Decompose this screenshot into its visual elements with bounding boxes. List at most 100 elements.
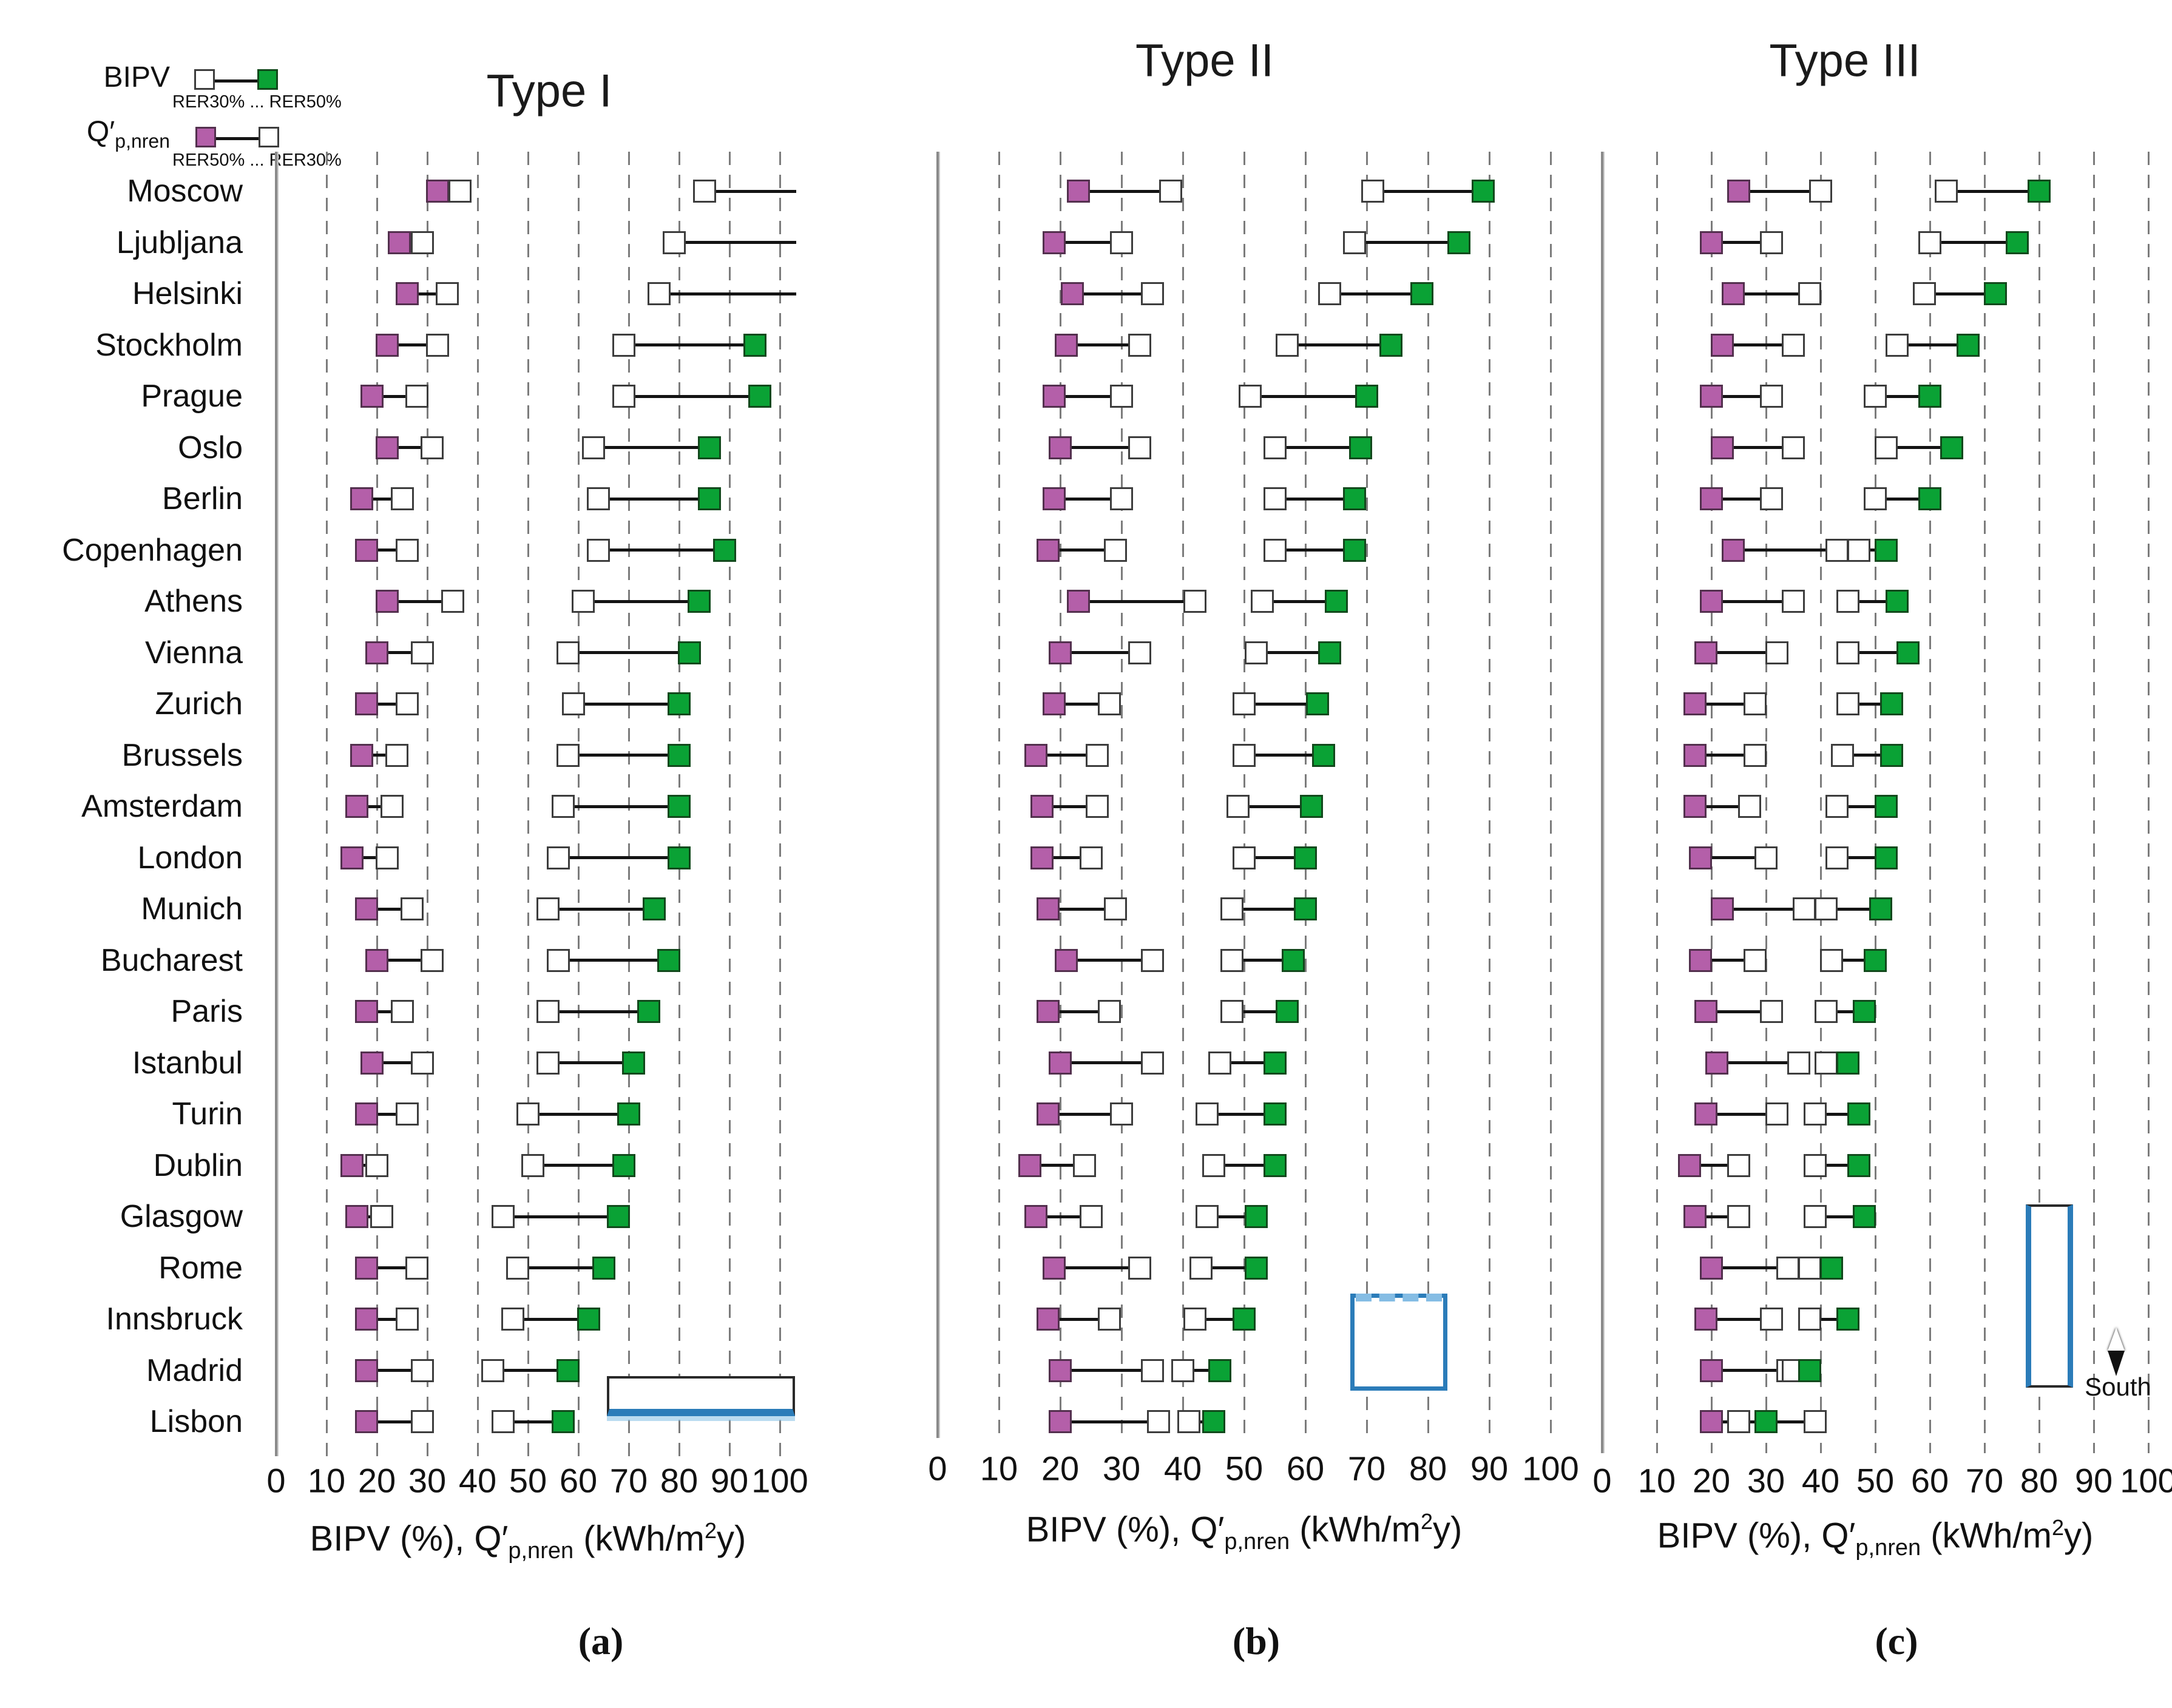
city-label: Glasgow — [120, 1199, 243, 1234]
marker-bipv-rer50 — [622, 1051, 646, 1075]
marker-qpnren-rer50 — [1711, 333, 1734, 357]
marker-qpnren-rer30 — [410, 231, 434, 254]
bipv-connector — [528, 1112, 629, 1116]
marker-bipv-rer30 — [1251, 590, 1274, 613]
qpnren-connector — [1060, 446, 1140, 449]
qpnren-connector — [351, 856, 387, 859]
x-tick-label: 20 — [1692, 1461, 1731, 1500]
qpnren-connector — [407, 292, 448, 295]
panel-title: Type I — [486, 65, 612, 117]
city-label: Prague — [141, 379, 243, 414]
marker-bipv-rer30 — [1815, 1000, 1838, 1023]
marker-qpnren-rer30 — [1727, 1153, 1750, 1177]
qpnren-connector — [387, 599, 453, 603]
marker-qpnren-rer50 — [1683, 692, 1707, 715]
marker-qpnren-rer50 — [1683, 743, 1707, 767]
panel-letter: (a) — [578, 1619, 624, 1662]
marker-bipv-rer50 — [748, 385, 771, 408]
marker-bipv-rer30 — [546, 846, 570, 869]
bipv-connector — [1826, 907, 1881, 911]
marker-bipv-rer50 — [552, 1410, 575, 1433]
bipv-connector — [513, 1317, 589, 1321]
qpnren-connector — [367, 549, 407, 552]
bipv-connector — [1810, 1317, 1848, 1321]
marker-qpnren-rer30 — [1110, 487, 1133, 510]
marker-bipv-rer30 — [1342, 231, 1366, 254]
legend-qpnren-rer50-marker — [195, 127, 216, 147]
bipv-connector — [1189, 1420, 1214, 1423]
marker-bipv-rer50 — [607, 1205, 631, 1228]
qpnren-connector — [367, 1317, 407, 1321]
marker-qpnren-rer30 — [410, 641, 434, 664]
building-icon-low-rise — [607, 1376, 795, 1416]
marker-bipv-rer30 — [581, 436, 605, 459]
x-tick-label: 0 — [928, 1449, 947, 1488]
marker-qpnren-rer50 — [1036, 897, 1060, 920]
marker-bipv-rer30 — [587, 487, 611, 510]
marker-qpnren-rer30 — [1809, 180, 1832, 203]
marker-bipv-rer50 — [1281, 948, 1305, 972]
marker-qpnren-rer50 — [355, 692, 379, 715]
bipv-connector — [598, 497, 709, 501]
marker-bipv-rer30 — [521, 1153, 545, 1177]
marker-bipv-rer50 — [1342, 538, 1366, 562]
marker-bipv-rer30 — [481, 1359, 504, 1382]
x-tick-label: 20 — [1041, 1449, 1080, 1488]
marker-bipv-rer50 — [1820, 1256, 1843, 1280]
marker-bipv-rer50 — [1263, 1051, 1287, 1075]
qpnren-connector — [1029, 1164, 1085, 1167]
bipv-connector — [583, 599, 700, 603]
x-tick-label: 100 — [2120, 1461, 2172, 1500]
marker-bipv-rer50 — [2006, 231, 2029, 254]
x-tick-label: 30 — [1747, 1461, 1785, 1500]
marker-bipv-rer50 — [1957, 333, 1980, 357]
x-tick-label: 50 — [1225, 1449, 1264, 1488]
marker-bipv-rer30 — [1177, 1410, 1201, 1433]
marker-qpnren-rer30 — [401, 897, 424, 920]
marker-bipv-rer50 — [1875, 795, 1898, 818]
bipv-connector — [1373, 189, 1483, 193]
city-label: Vienna — [145, 635, 243, 670]
city-label: Zurich — [155, 686, 243, 721]
marker-bipv-rer30 — [536, 1051, 560, 1075]
bipv-connector — [704, 189, 796, 193]
marker-bipv-rer50 — [1836, 1051, 1859, 1075]
bipv-connector — [623, 343, 755, 346]
marker-bipv-rer50 — [1233, 1308, 1256, 1331]
marker-qpnren-rer50 — [365, 948, 388, 972]
marker-qpnren-rer50 — [1689, 948, 1712, 972]
x-tick-label: 80 — [660, 1461, 699, 1500]
marker-qpnren-rer50 — [1694, 1000, 1717, 1023]
marker-qpnren-rer30 — [380, 795, 404, 818]
x-tick-label: 40 — [458, 1461, 497, 1500]
bipv-connector — [568, 754, 679, 757]
marker-qpnren-rer50 — [340, 1153, 364, 1177]
marker-bipv-rer50 — [592, 1256, 615, 1280]
marker-bipv-rer50 — [1306, 692, 1330, 715]
qpnren-connector — [1047, 1112, 1122, 1116]
marker-bipv-rer50 — [1263, 1102, 1287, 1126]
marker-qpnren-rer30 — [1110, 385, 1133, 408]
marker-qpnren-rer50 — [345, 795, 368, 818]
x-tick-label: 50 — [1856, 1461, 1895, 1500]
gridline — [1427, 152, 1429, 1438]
marker-bipv-rer30 — [1825, 846, 1849, 869]
marker-bipv-rer30 — [1245, 641, 1268, 664]
marker-qpnren-rer50 — [1727, 180, 1750, 203]
city-label: Paris — [171, 994, 243, 1029]
marker-qpnren-rer30 — [370, 1205, 394, 1228]
marker-qpnren-rer50 — [1049, 436, 1072, 459]
qpnren-connector — [1066, 959, 1152, 962]
bipv-connector — [1219, 1061, 1275, 1064]
marker-qpnren-rer30 — [375, 846, 399, 869]
qpnren-connector — [1054, 497, 1122, 501]
marker-qpnren-rer50 — [1700, 385, 1723, 408]
marker-qpnren-rer50 — [1700, 1359, 1723, 1382]
marker-qpnren-rer50 — [350, 743, 374, 767]
qpnren-connector — [367, 1420, 422, 1423]
marker-qpnren-rer30 — [448, 180, 472, 203]
marker-qpnren-rer50 — [1042, 487, 1066, 510]
x-tick-label: 90 — [710, 1461, 749, 1500]
y-axis-line — [1601, 152, 1603, 1453]
